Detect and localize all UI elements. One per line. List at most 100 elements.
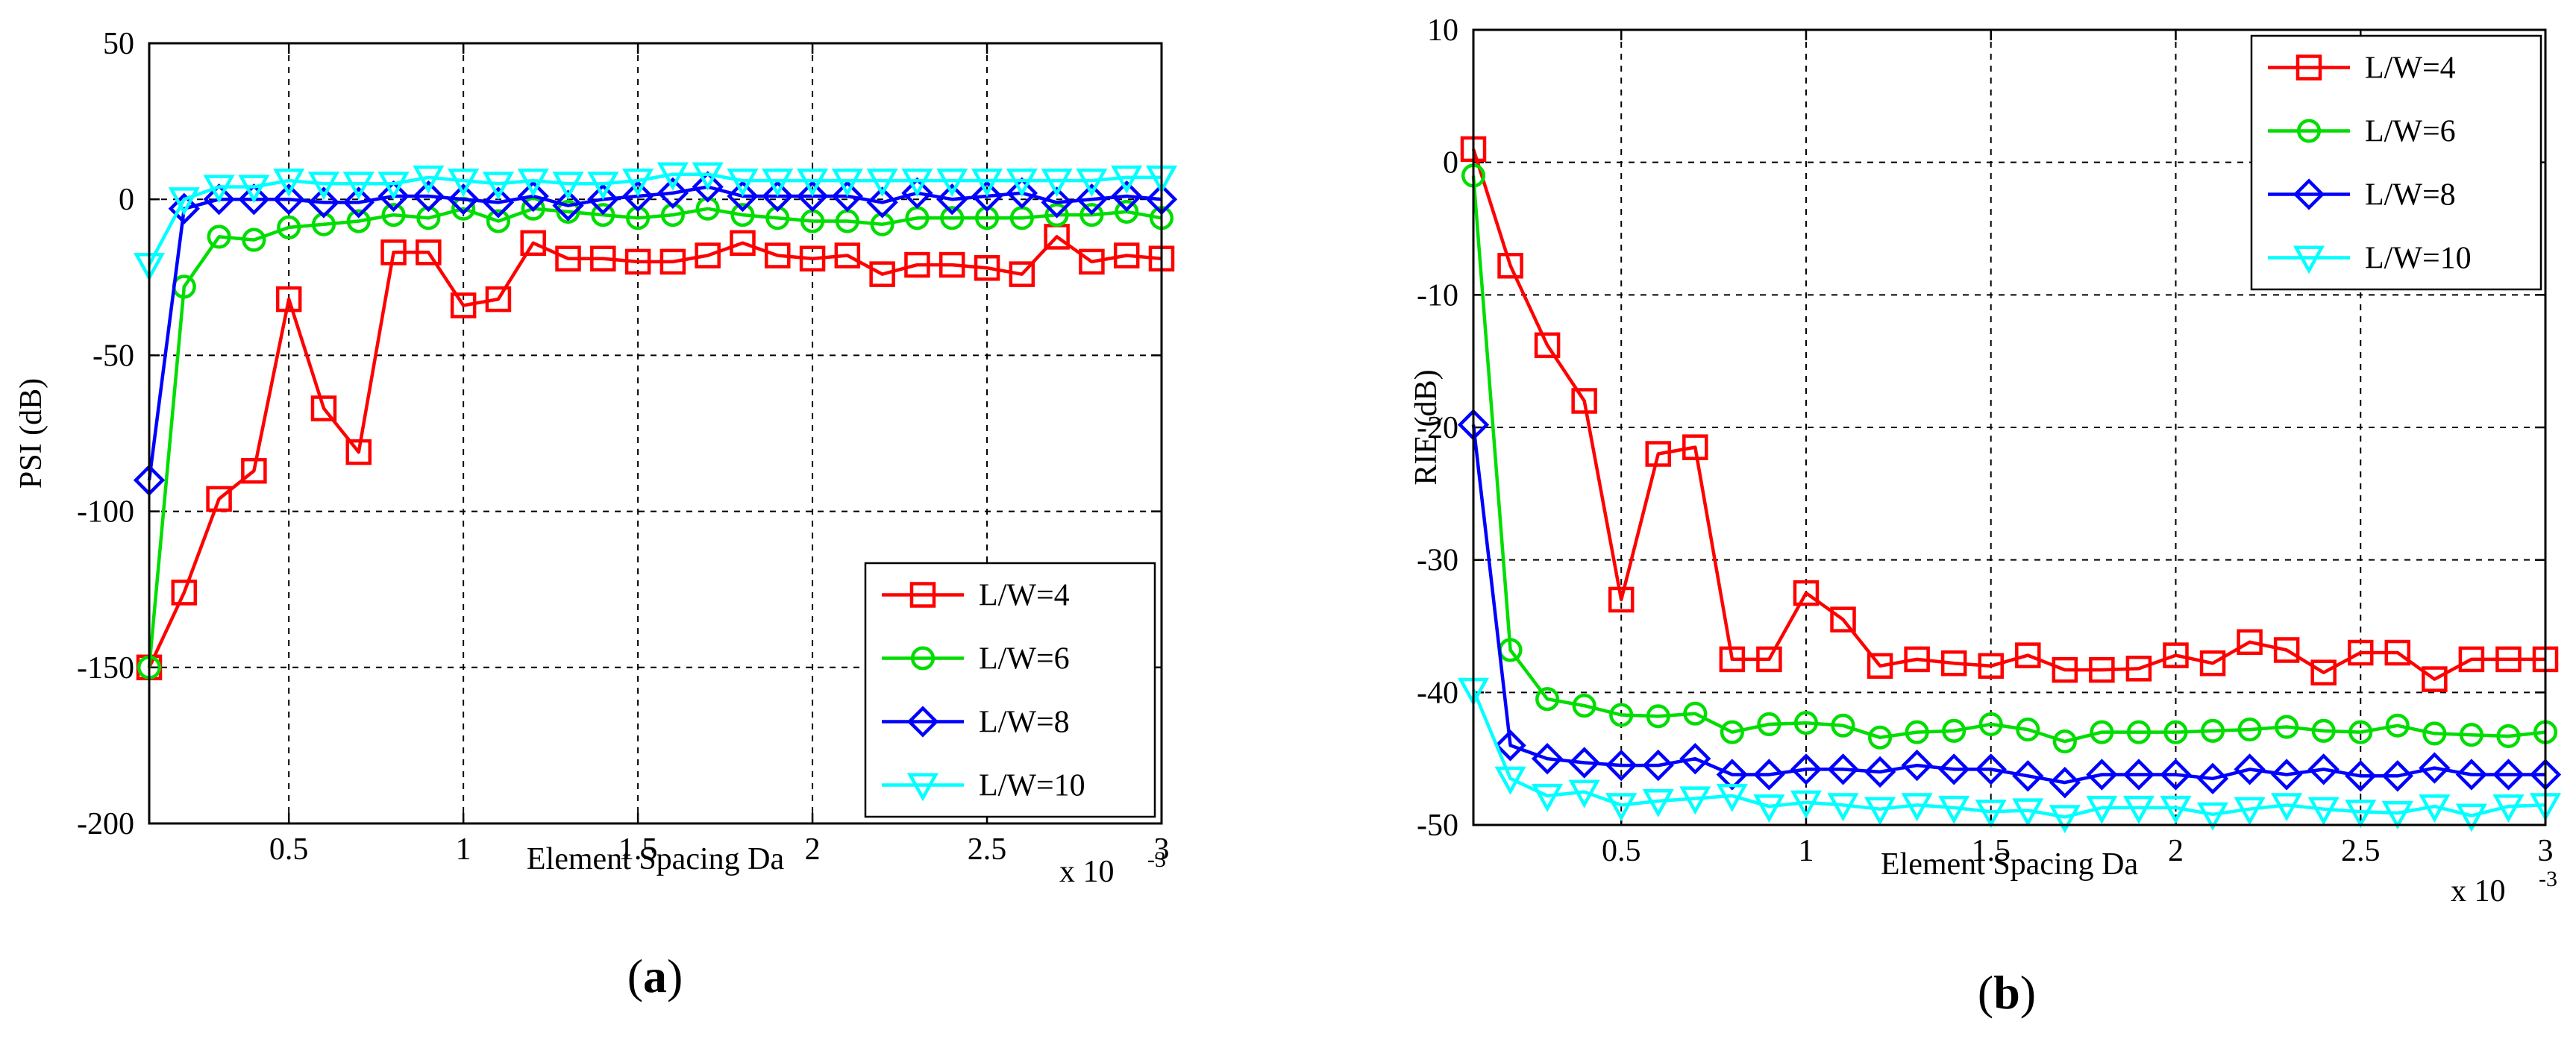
panel-label-open: (: [1978, 966, 1993, 1019]
data-point: [556, 199, 580, 224]
data-point: [2199, 650, 2226, 677]
x-multiplier-exponent: -3: [1147, 847, 1166, 872]
data-point: [2307, 753, 2340, 785]
data-point: [238, 183, 270, 216]
legend-label: L/W=8: [979, 706, 1070, 740]
legend: L/W=4 L/W=6 L/W=8 L/W=10: [864, 562, 1156, 818]
data-point: [1111, 180, 1143, 213]
y-tick-label: -40: [1417, 676, 1458, 710]
data-point: [2458, 646, 2485, 673]
legend-item: L/W=6: [882, 642, 1070, 677]
data-point: [447, 183, 480, 216]
chart-panel-b: 0.5 1 1.5 2 2.5 3 10 0 -10 -20 -30 -40 -50 Element Sp…: [1409, 13, 2562, 1019]
data-point: [310, 395, 337, 421]
data-point: [416, 239, 442, 266]
data-point: [1608, 586, 1635, 613]
y-tick-label: 0: [119, 183, 134, 217]
data-point: [1642, 749, 1674, 782]
data-point: [1679, 742, 1711, 775]
legend: L/W=4 L/W=6 L/W=8 L/W=10: [2250, 34, 2542, 291]
legend-marker: [910, 646, 936, 671]
data-point: [730, 230, 756, 257]
data-point: [1905, 720, 1929, 744]
data-point: [1006, 169, 1038, 197]
data-point: [2271, 793, 2303, 822]
data-point: [1572, 694, 1596, 718]
axes-box: [148, 42, 1163, 825]
series-l-w-4: [136, 224, 1175, 681]
data-point: [904, 251, 930, 278]
data-point: [1868, 725, 1893, 750]
y-tick-label: 50: [103, 27, 134, 61]
x-tick-label: 2: [2168, 834, 2184, 868]
data-point: [869, 261, 895, 287]
legend-item: L/W=8: [2268, 178, 2456, 213]
data-point: [2345, 760, 2377, 792]
legend-label: L/W=4: [2365, 51, 2456, 86]
data-point: [2090, 720, 2114, 744]
data-point: [207, 225, 231, 249]
data-point: [272, 183, 305, 216]
data-point: [1115, 199, 1139, 224]
data-point: [168, 192, 200, 225]
data-point: [2419, 752, 2451, 784]
data-point: [1497, 252, 1523, 279]
data-point: [2348, 720, 2373, 744]
y-tick-label: -100: [77, 495, 134, 530]
data-point: [590, 245, 616, 272]
x-tick-label: 2: [805, 832, 821, 867]
data-point: [2163, 720, 2188, 744]
series-l-w-8: [133, 171, 1178, 496]
data-point: [2016, 718, 2040, 742]
data-point: [307, 186, 340, 219]
data-point: [2163, 642, 2189, 668]
data-point: [517, 169, 549, 197]
data-point: [485, 286, 512, 313]
legend-label: L/W=6: [979, 642, 1070, 677]
data-point: [1642, 788, 1674, 817]
data-point: [971, 180, 1003, 213]
x-multiplier-base: x 10: [2451, 874, 2506, 908]
legend-item: L/W=4: [882, 579, 1070, 613]
data-point: [2122, 795, 2155, 824]
data-point: [866, 169, 898, 197]
series-line: [147, 207, 1162, 668]
data-point: [796, 180, 829, 213]
data-point: [450, 292, 477, 318]
data-point: [831, 180, 864, 213]
data-point: [1646, 704, 1670, 729]
data-point: [413, 180, 445, 213]
data-point: [2012, 760, 2044, 792]
data-point: [938, 251, 965, 278]
data-point: [342, 186, 375, 219]
data-point: [377, 172, 410, 201]
data-point: [1901, 793, 1933, 822]
data-point: [307, 172, 340, 201]
data-point: [1940, 650, 1967, 677]
data-point: [1831, 713, 1855, 738]
data-point: [2196, 762, 2229, 794]
data-point: [1942, 718, 1967, 743]
data-point: [1978, 712, 2003, 737]
data-point: [482, 186, 515, 219]
data-point: [2089, 656, 2115, 683]
data-point: [377, 180, 410, 213]
data-point: [2381, 800, 2413, 829]
data-point: [1827, 753, 1859, 785]
data-point: [1716, 759, 1749, 791]
data-point: [552, 172, 584, 201]
series-line: [147, 185, 1162, 481]
x-axis-label: Element Spacing Da: [527, 842, 785, 876]
data-point: [1753, 759, 1785, 791]
data-point: [799, 245, 826, 272]
data-point: [2307, 797, 2340, 826]
data-point: [2455, 803, 2487, 832]
data-point: [2200, 718, 2225, 743]
data-point: [2237, 718, 2262, 742]
data-point: [834, 242, 861, 269]
data-point: [1079, 248, 1105, 275]
legend-item: L/W=6: [2268, 115, 2456, 149]
data-point: [381, 203, 406, 227]
data-point: [2459, 723, 2483, 747]
